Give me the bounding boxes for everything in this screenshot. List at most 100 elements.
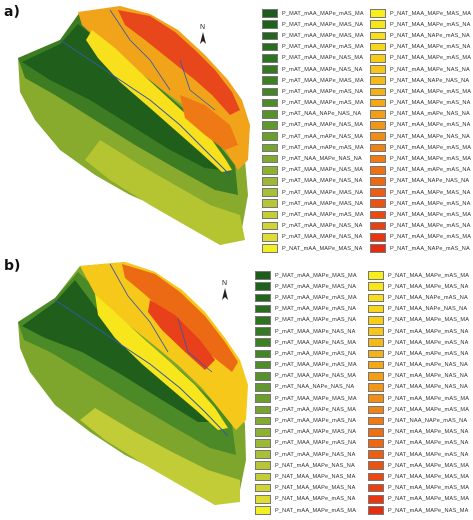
legend-label: P_NAT_MAA_MAPe_NAS_NA [390,133,470,140]
legend-swatch [262,65,278,74]
legend-item: P_NAT_MAA_MAPe_mAS_NA [255,494,357,505]
legend-swatch [368,360,384,370]
legend-label: P_mAT_mAA_MAPe_MAS_NA [275,429,357,436]
river [109,9,171,91]
legend-item: P_NAT_MAA_mAPe_NAS_NA [370,109,471,120]
map-a [18,6,250,245]
legend-swatch [262,165,278,175]
legend-swatch [368,282,384,292]
legend-label: P_NAT_mAA_MAPe_mAS_NA [388,328,469,335]
legend-swatch [255,271,271,280]
legend-label: P_NAT_mAA_NAPe_mAS_NA [390,245,470,252]
legend-swatch [255,327,271,336]
legend-item: P_NAT_mAA_MAPe_NAS_NA [255,460,357,471]
north-label: N [222,280,228,287]
panel-b: b) N P_MAT_mAA_MAPe_MAS_MA P_MAT_mAA_MAPe… [0,258,473,520]
legend-item: P_mAT_MAA_MAPe_MAS_NA [262,187,364,198]
legend-swatch [255,349,271,359]
legend-label: P_NAT_MAA_MAPe_mAS_NA [275,496,356,503]
map-region-dark [22,280,215,422]
legend-label: P_MAT_mAA_MAPe_MAS_NA [282,21,364,28]
map-region-orange [122,264,238,372]
legend-label: P_mAT_MAA_MAPe_mAS_NA [275,440,357,447]
legend-label: P_MAT_mAA_MAPe_mAS_NA [275,306,357,313]
legend-item: P_mAT_mAA_MAPe_MAS_NA [262,198,364,209]
legend-swatch [262,154,278,164]
legend-label: P_NAT_mAA_MAPe_mAS_MA [390,144,472,151]
north-arrow [222,288,228,300]
legend-label: P_NAT_MAA_mAPe_NAS_NA [388,362,468,369]
legend-item: P_mAT_MAA_MAPe_NAS_MA [255,371,357,382]
legend-item: P_NAT_MAA_mAPe_mAS_NA [368,348,469,359]
legend-item: P_mAT_MAA_MAPe_NAS_NA [255,326,357,337]
legend-item: P_NAT_MAA_MAPe_mAS_NA [370,42,471,53]
legend-label: P_MAT_mAA_MAPe_mAS_MA [275,294,357,301]
legend-item: P_NAT_mAA_MAPe_mAS_NA [370,120,471,131]
legend-item: P_mAT_mAA_MAPe_NAS_MA [255,404,357,415]
legend-label: P_mAT_MAA_MAPe_NAS_NA [275,328,356,335]
legend-swatch [262,121,278,130]
legend-item: P_NAT_mAA_MAPe_MAS_NA [370,187,471,198]
legend-label: P_mAT_MAA_MAPe_mAS_MA [282,100,364,107]
legend-item: P_NAT_MAA_MAPe_mAS_MA [370,86,471,97]
legend-label: P_NAT_MAA_MAPe_mAS_NA [390,100,471,107]
legend-item: P_mAT_NAA_NAPe_NAS_NA [255,382,357,393]
legend-item: P_NAT_mAA_MAPe_mAS_NA [368,438,469,449]
legend-label: P_MAT_mAA_MAPe_mAS_NA [275,317,357,324]
legend-label: P_NAT_MAA_mAPe_mAS_NA [390,167,471,174]
legend-label: P_NAT_MAA_MAPe_mAS_MA [390,211,472,218]
map-region-yellow [86,30,232,172]
legend-swatch [262,244,278,253]
legend-swatch [262,221,278,231]
legend-swatch [370,121,386,130]
legend-label: P_mAT_mAA_MAPe_NAS_MA [282,122,364,129]
legend-item: P_MAT_mAA_MAPe_mAS_NA [255,304,357,315]
map-region-yellow-green [80,408,240,505]
river [59,39,231,176]
legend-item: P_MAT_mAA_MAPe_mAS_NA [255,315,357,326]
legend-swatch [368,461,384,471]
legend-label: P_NAT_MAA_mAPe_mAS_NA [388,350,469,357]
legend-item: P_mAT_MAA_MAPe_MAS_MA [255,393,357,404]
legend-item: P_MAT_mAA_MAPe_mAS_MA [262,42,364,53]
legend-swatch [370,76,386,86]
legend-label: P_NAT_MAA_MAPe_mAS_NA [390,44,471,51]
legend-item: P_NAT_mAA_MAPe_mAS_MA [255,505,357,516]
legend-label: P_NAT_MAA_NAPe_NAS_NA [390,77,470,84]
legend-swatch [262,199,278,209]
legend-label: P_NAT_MAA_MAPe_NAS_NA [388,384,468,391]
legend-item: P_NAT_MAA_NAPe_NAS_NA [370,75,471,86]
legend-swatch [368,271,384,280]
legend-label: P_mAT_MAA_MAPe_NAS_MA [275,339,357,346]
legend-swatch [370,65,386,74]
legend-swatch [370,154,386,164]
legend-swatch [262,177,278,186]
legend-swatch [262,132,278,141]
legend-swatch [255,405,271,415]
legend-swatch [262,76,278,86]
legend-swatch [262,42,278,52]
legend-label: P_NAT_MAA_MAPe_mAS_MA [388,272,470,279]
legend-item: P_mAT_mAA_MAPe_MAS_NA [255,427,357,438]
legend-label: P_mAT_MAA_MAPe_MAS_MA [282,77,364,84]
legend-item: P_NAT_mAA_MAPe_mAS_NA [368,326,469,337]
legend-label: P_NAT_MAA_MAPe_MAS_MA [388,317,470,324]
legend-swatch [368,316,384,325]
river [54,299,229,437]
legend-item: P_MAT_mAA_MAPe_MAS_MA [255,270,357,281]
legend-label: P_NAT_MAA_NAPe_mAS_NA [390,32,470,39]
legend-swatch [262,188,278,197]
legend-swatch [262,210,278,220]
legend-swatch [370,233,386,242]
legend-label: P_NAT_MAA_MAPe_MAS_MA [388,473,470,480]
legend-item: P_NAT_MAA_MAPe_mAS_NA [368,337,469,348]
legend-label: P_NAT_mAA_MAPe_mAS_MA [388,485,470,492]
legend-label: P_MAT_mAA_MAPe_mAS_MA [282,10,364,17]
legend-label: P_mAT_MAA_MAPe_NAS_NA [282,178,363,185]
legend-label: P_mAT_MAA_MAPe_MAS_MA [275,395,357,402]
legend-item: P_NAT_MAA_MAPe_mAS_MA [368,270,469,281]
legend-item: P_NAT_mAA_MAPe_NAS_MA [368,505,469,516]
legend-swatch [255,506,271,515]
legend-item: P_MAT_mAA_MAPe_MAS_NA [255,281,357,292]
legend-item: P_NAT_mAA_MAPe_MAS_NA [368,427,469,438]
